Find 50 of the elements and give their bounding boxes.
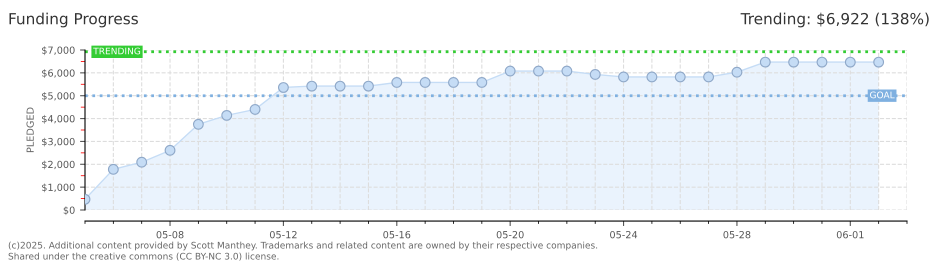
point [391, 77, 402, 88]
point [250, 104, 260, 115]
x-tick-label: 05-20 [496, 231, 524, 238]
point [561, 66, 572, 76]
y-tick-label: $6,000 [42, 69, 75, 78]
x-tick-label: 05-28 [723, 231, 750, 238]
point [278, 82, 289, 93]
point [873, 56, 884, 68]
chart-title: Funding Progress [10, 12, 138, 28]
point [533, 66, 544, 76]
point [646, 72, 658, 82]
x-tick-label: 05-12 [270, 231, 297, 238]
point [420, 77, 431, 88]
point [760, 56, 771, 68]
point [108, 164, 119, 175]
point [221, 110, 232, 121]
y-tick-label: $1,000 [42, 183, 75, 192]
point [844, 56, 856, 68]
point [136, 156, 148, 168]
point [788, 56, 800, 68]
y-tick-label: $4,000 [42, 114, 75, 124]
point [618, 72, 629, 82]
point [448, 77, 459, 88]
point [192, 118, 204, 130]
point [363, 80, 374, 92]
point [590, 69, 601, 80]
text: Shared under the creative commons (CC BY-NC 3.0) license. [8, 252, 278, 261]
point [674, 72, 686, 82]
ref-line-label: TRENDING [93, 48, 140, 54]
y-tick-label: $7,000 [42, 46, 75, 56]
y-tick-label: $0 [64, 206, 75, 216]
chart-subtitle: Trending: $6,922 (138%) [740, 12, 929, 28]
point [504, 66, 516, 76]
point [476, 77, 488, 88]
x-tick-label: 05-24 [610, 231, 638, 238]
y-tick-label: $3,000 [42, 138, 75, 147]
point [306, 80, 318, 92]
y-axis-title: PLEDGED [26, 108, 34, 152]
x-tick-label: 06-01 [836, 231, 864, 238]
point [164, 144, 176, 156]
y-tick-label: $2,000 [42, 160, 75, 170]
point [703, 72, 714, 82]
ref-line-label: GOAL [870, 92, 895, 98]
text: (c)2025. Additional content provided by Scott Manthey. Trademarks and related content are owned by their respective companies. [8, 242, 598, 250]
point [334, 80, 346, 92]
point [732, 66, 742, 78]
x-tick-label: 05-16 [383, 231, 410, 238]
point [816, 56, 828, 68]
y-tick-label: $5,000 [42, 92, 75, 101]
x-tick-label: 05-08 [156, 231, 184, 238]
